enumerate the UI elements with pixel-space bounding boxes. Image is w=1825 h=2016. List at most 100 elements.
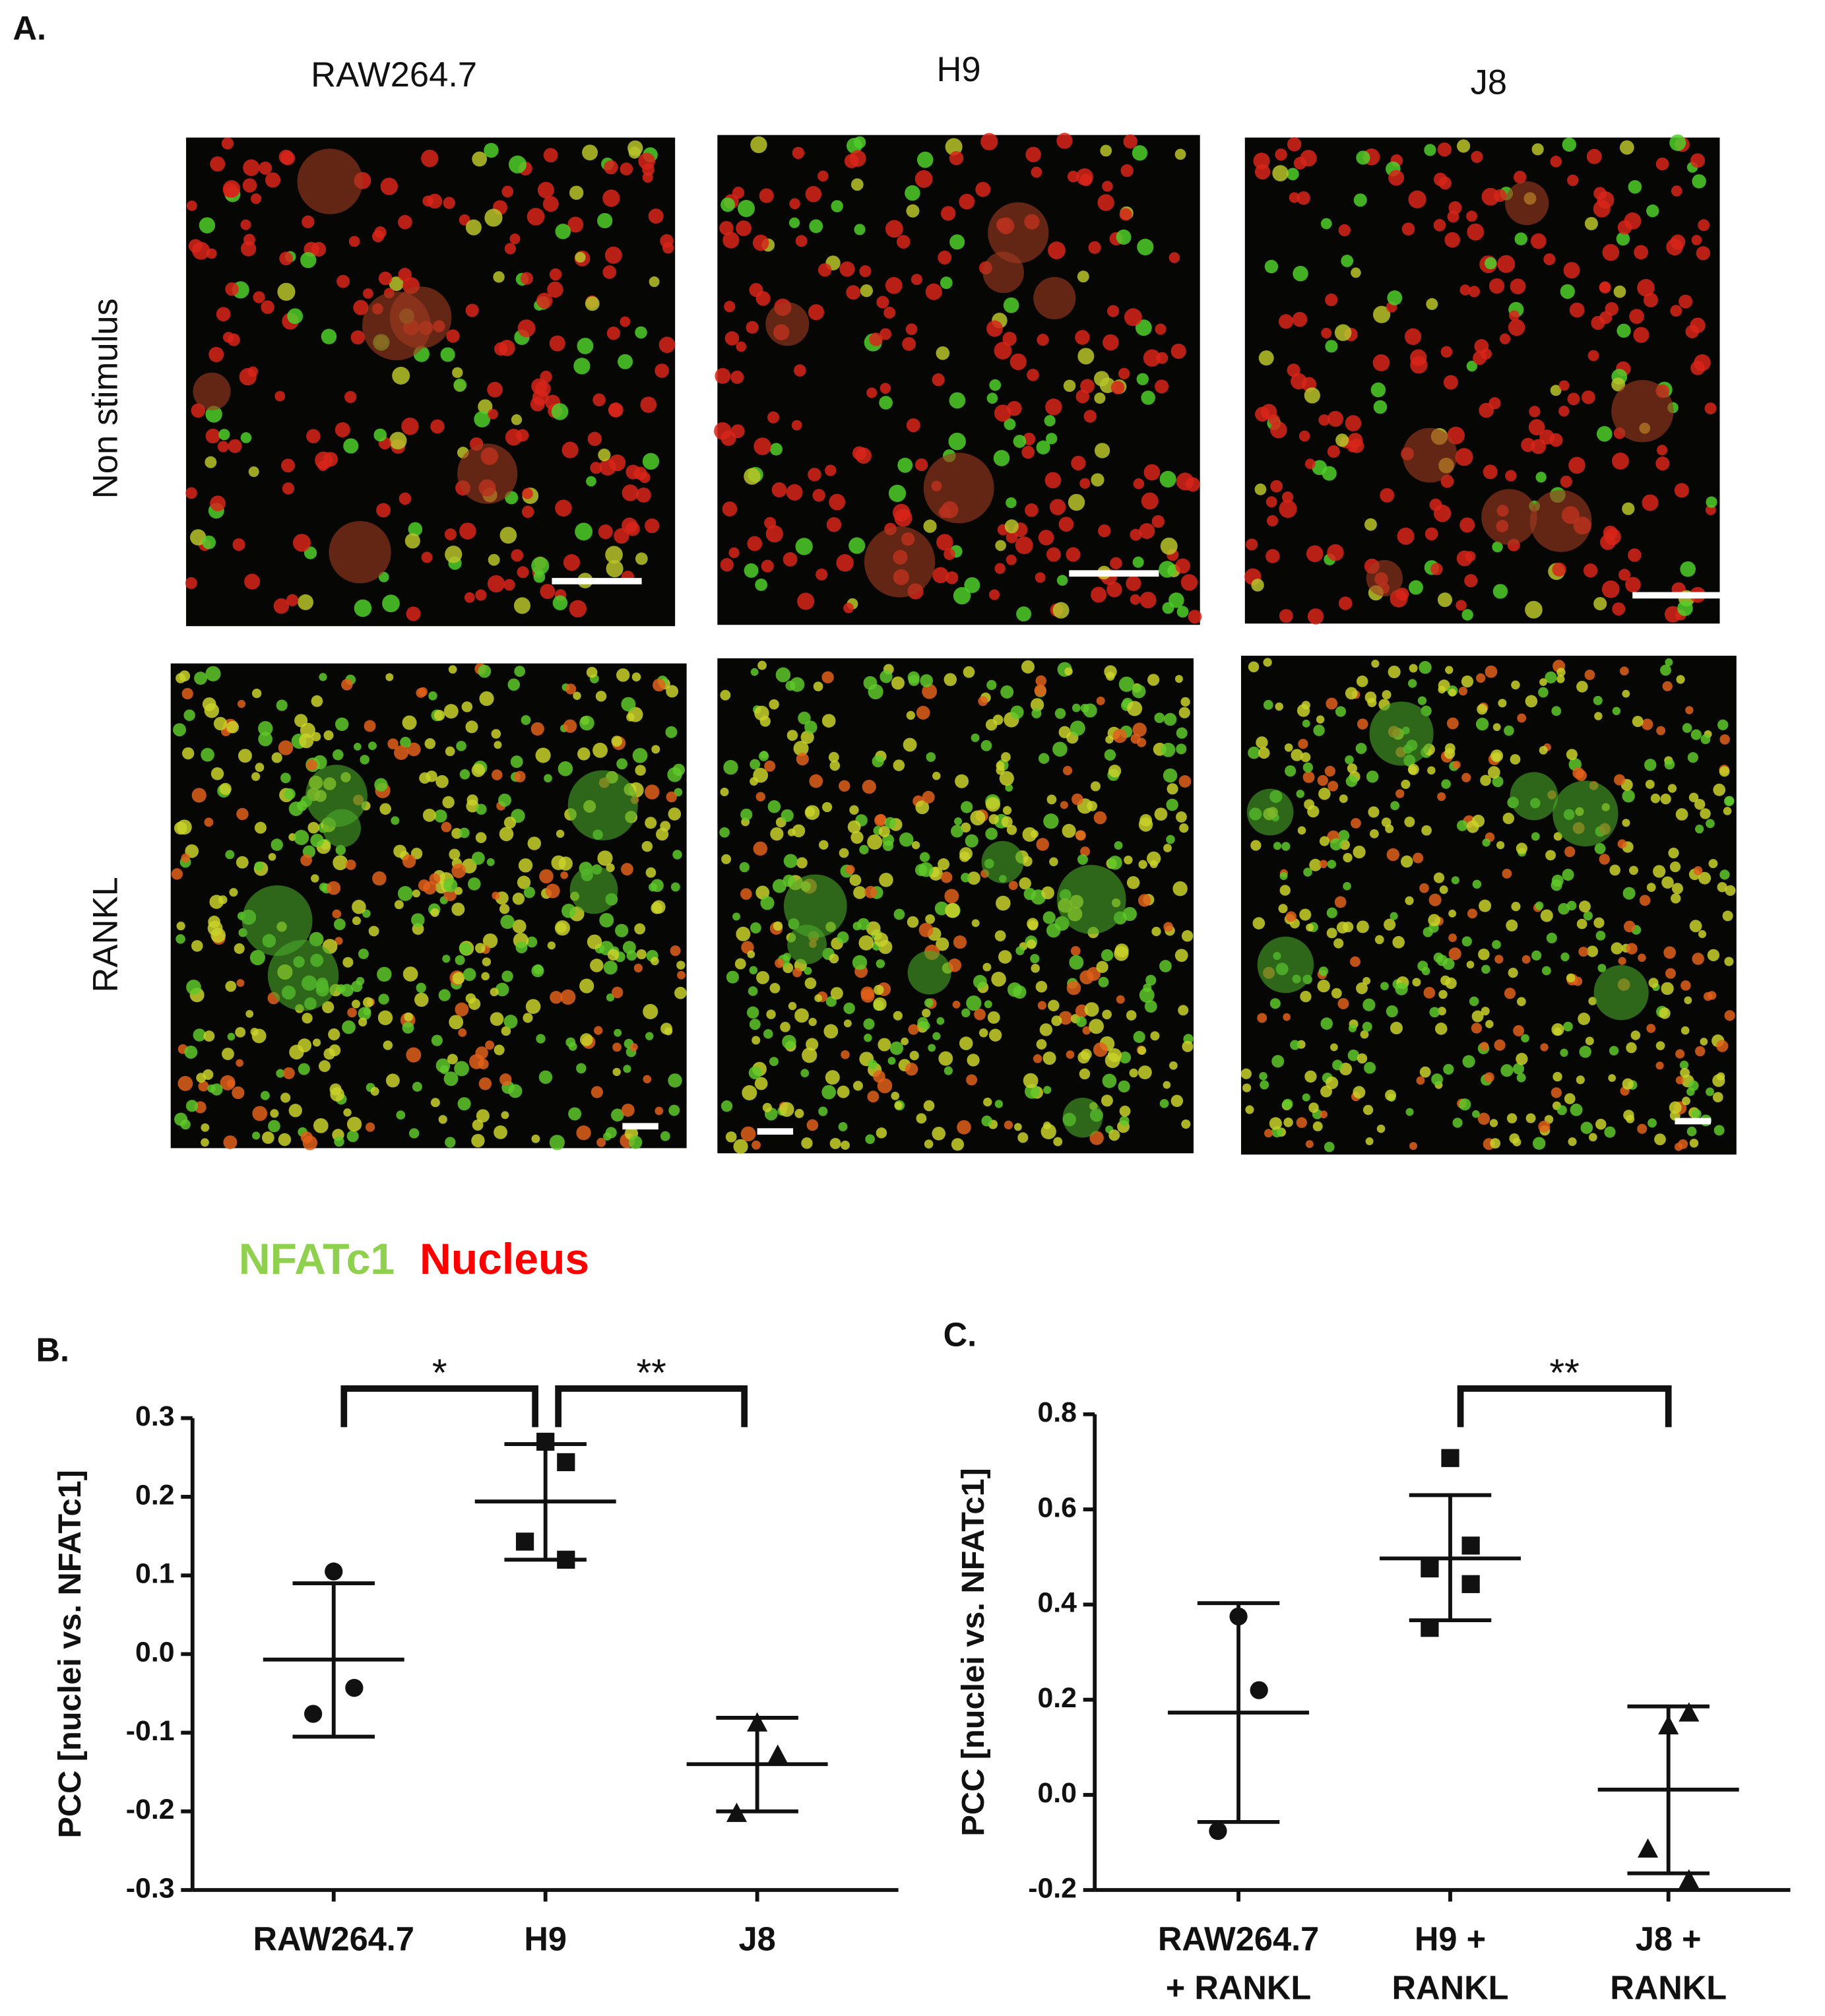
cell <box>1691 235 1702 245</box>
cell <box>1497 255 1516 273</box>
cell <box>1563 1021 1573 1032</box>
cell <box>1597 964 1607 972</box>
cell <box>1319 860 1328 868</box>
cell <box>560 871 568 879</box>
cell <box>1034 684 1047 697</box>
cell <box>1334 324 1352 341</box>
cell <box>1689 920 1702 933</box>
cell <box>343 438 359 454</box>
cell <box>873 997 887 1011</box>
cell <box>1717 882 1727 893</box>
cell <box>468 877 481 891</box>
cell <box>1002 331 1017 346</box>
cell <box>1060 801 1068 809</box>
cell <box>901 1037 909 1046</box>
legend-entry: NFATc1 <box>239 1235 395 1284</box>
cell <box>1613 285 1626 298</box>
cell <box>476 1109 490 1123</box>
cell <box>928 1044 936 1052</box>
cell <box>523 1013 533 1023</box>
cell <box>825 1070 840 1085</box>
cell <box>1540 1043 1549 1052</box>
cell <box>1046 433 1058 445</box>
cell <box>332 749 344 761</box>
cell <box>1441 779 1451 789</box>
cell <box>466 794 478 806</box>
cell <box>848 537 866 554</box>
cell <box>1101 949 1114 962</box>
cell <box>1041 886 1054 900</box>
cell <box>1302 771 1315 783</box>
cell <box>853 886 866 899</box>
cell <box>1695 825 1704 834</box>
cell <box>1023 1073 1039 1088</box>
cell <box>984 1000 992 1009</box>
cell <box>944 1066 953 1075</box>
cell <box>1434 1023 1448 1035</box>
cell <box>1504 725 1514 736</box>
cell <box>771 482 787 497</box>
cell <box>1066 980 1081 995</box>
cell <box>959 1036 973 1050</box>
cell <box>878 825 890 838</box>
cell <box>1139 988 1155 1003</box>
cell <box>191 940 203 952</box>
cell <box>597 212 613 229</box>
cell <box>1046 547 1061 562</box>
cell <box>475 832 487 843</box>
cell <box>1692 174 1706 189</box>
cell <box>1102 1009 1112 1020</box>
cell <box>454 1061 469 1077</box>
cell <box>525 999 541 1015</box>
cell <box>607 949 620 961</box>
cell <box>1541 966 1551 976</box>
cell <box>1369 829 1379 838</box>
cell <box>1258 350 1274 366</box>
cell <box>201 1123 210 1132</box>
cell <box>1578 1012 1591 1025</box>
cell <box>1650 794 1661 803</box>
cell <box>859 844 869 855</box>
cell <box>1106 581 1122 598</box>
cell <box>794 1008 809 1023</box>
cell <box>1473 351 1487 365</box>
cell <box>1302 719 1310 728</box>
cell <box>1401 779 1411 789</box>
cell <box>486 858 495 866</box>
y-tick-label: -0.2 <box>1028 1872 1077 1904</box>
cell <box>1123 134 1137 149</box>
cell <box>1685 706 1694 714</box>
cell <box>791 420 802 431</box>
cell <box>1556 675 1565 683</box>
data-point <box>515 1532 534 1551</box>
cell <box>1017 1132 1029 1143</box>
cell <box>561 441 579 458</box>
cell <box>1075 830 1086 841</box>
cell <box>1703 992 1713 1001</box>
cell <box>1343 852 1353 863</box>
cell <box>445 546 463 563</box>
cell <box>1021 445 1035 459</box>
cell <box>1170 1094 1184 1108</box>
cell <box>1413 852 1424 864</box>
cell <box>1671 893 1681 904</box>
cell <box>1305 1140 1314 1149</box>
cell <box>378 993 389 1005</box>
cell <box>967 871 980 885</box>
cell <box>825 996 837 1007</box>
y-tick-label: 0.0 <box>1037 1777 1076 1809</box>
cell <box>1299 908 1312 921</box>
cell <box>481 972 490 981</box>
cell <box>501 970 513 982</box>
cell <box>1668 847 1679 859</box>
cell <box>1079 970 1094 985</box>
cell <box>949 150 964 166</box>
cell <box>1360 1030 1369 1039</box>
cell <box>1326 928 1337 939</box>
cell <box>556 829 565 838</box>
cell <box>1246 538 1258 551</box>
cell <box>674 986 687 999</box>
cell <box>1030 698 1044 712</box>
cell <box>732 187 745 199</box>
cell <box>769 699 779 710</box>
